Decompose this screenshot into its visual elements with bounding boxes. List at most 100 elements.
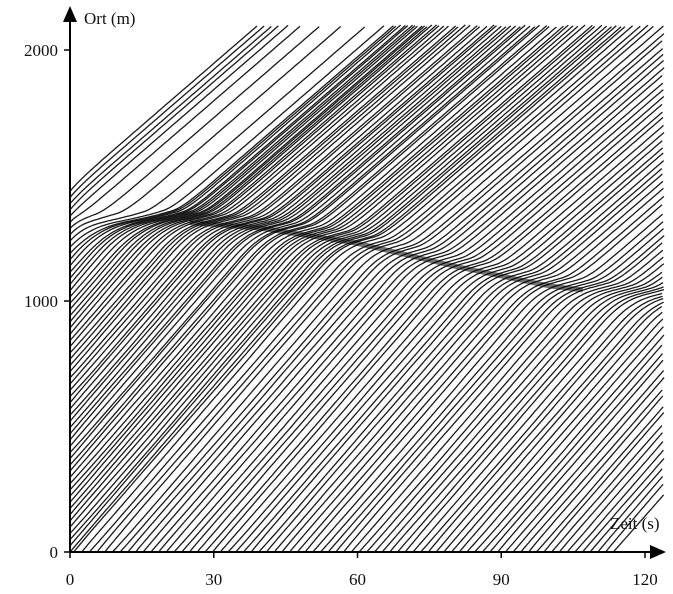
vehicle-trajectory — [69, 25, 409, 279]
vehicle-trajectory — [69, 25, 418, 298]
x-tick-label: 60 — [349, 570, 366, 589]
vehicle-trajectory — [69, 24, 593, 516]
vehicle-trajectory — [69, 25, 265, 198]
vehicle-trajectory — [258, 160, 665, 553]
vehicle-trajectory — [69, 26, 272, 205]
y-axis-label: Ort (m) — [84, 9, 135, 28]
vehicle-trajectory — [551, 425, 663, 553]
vehicle-trajectory — [466, 326, 664, 553]
vehicle-trajectory — [69, 26, 507, 416]
vehicle-trajectory — [69, 24, 289, 217]
vehicle-trajectory — [250, 152, 664, 553]
vehicle-trajectory — [69, 25, 416, 292]
vehicle-trajectory — [165, 75, 663, 553]
x-tick-label: 120 — [632, 570, 658, 589]
vehicle-trajectory — [389, 282, 664, 553]
vehicle-trajectory — [543, 412, 665, 553]
vehicle-trajectory — [404, 288, 665, 553]
vehicle-trajectory — [69, 25, 488, 391]
vehicle-trajectory — [420, 295, 663, 553]
y-tick-label: 1000 — [24, 292, 58, 311]
x-tick-label: 0 — [66, 570, 75, 589]
vehicle-trajectory — [489, 353, 663, 553]
vehicle-trajectory — [497, 359, 664, 553]
vehicle-trajectory — [181, 89, 664, 553]
vehicle-trajectory — [196, 103, 663, 553]
vehicle-trajectory — [69, 26, 459, 360]
x-axis-arrow — [650, 545, 666, 559]
vehicle-trajectory — [612, 494, 665, 553]
vehicle-trajectory — [242, 147, 664, 553]
vehicle-trajectory — [69, 25, 397, 261]
vehicle-trajectory — [69, 25, 426, 310]
jam-front-band — [189, 220, 583, 293]
vehicle-trajectory — [69, 25, 301, 223]
vehicle-trajectory — [69, 25, 279, 211]
vehicle-trajectory — [358, 256, 664, 553]
vehicle-trajectory — [304, 204, 663, 553]
vehicle-trajectory — [69, 26, 366, 242]
vehicle-trajectory — [273, 173, 663, 553]
vehicle-trajectory — [366, 263, 665, 553]
vehicle-trajectory — [235, 140, 663, 553]
vehicle-trajectory — [69, 25, 548, 466]
vehicle-trajectory — [188, 96, 665, 553]
vehicle-trajectory — [69, 25, 564, 485]
vehicle-trajectory — [69, 25, 445, 341]
vehicle-trajectory — [69, 26, 536, 453]
vehicle-trajectory — [227, 132, 665, 553]
vehicle-trajectory — [343, 242, 663, 553]
vehicle-trajectory — [69, 24, 438, 329]
axes — [63, 6, 666, 559]
vehicle-trajectory — [481, 344, 663, 553]
vehicle-trajectory — [582, 457, 665, 553]
vehicle-trajectory — [435, 301, 664, 553]
vehicle-trajectory — [296, 195, 665, 553]
vehicle-trajectory — [69, 26, 481, 385]
vehicle-trajectory — [69, 25, 440, 335]
vehicle-trajectory — [458, 318, 664, 553]
vehicle-trajectory — [219, 124, 664, 553]
axis-ticks: 0 30 60 90 120 0 1000 2000 — [24, 41, 658, 589]
vehicle-trajectory — [520, 389, 663, 553]
y-tick-label: 2000 — [24, 41, 58, 60]
vehicle-trajectory — [350, 249, 664, 553]
vehicle-trajectory — [69, 26, 622, 553]
vehicle-trajectory — [69, 24, 569, 491]
vehicle-trajectory — [381, 276, 663, 553]
vehicle-trajectory — [574, 449, 664, 553]
vehicle-trajectory — [512, 377, 665, 553]
vehicle-trajectory — [204, 111, 663, 553]
vehicle-trajectory — [69, 24, 466, 366]
vehicle-trajectory — [173, 82, 664, 553]
vehicle-trajectory — [69, 24, 586, 509]
vehicle-trajectory — [69, 25, 502, 410]
vehicle-trajectory — [589, 468, 663, 553]
vehicle-trajectory — [397, 286, 664, 553]
trajectory-lines — [69, 24, 665, 553]
vehicle-trajectory — [69, 26, 557, 478]
vehicle-trajectory — [605, 483, 664, 553]
x-tick-label: 90 — [493, 570, 510, 589]
vehicle-trajectory — [69, 24, 541, 460]
vehicle-trajectory — [69, 25, 423, 304]
vehicle-trajectory — [69, 25, 497, 404]
vehicle-trajectory — [150, 60, 665, 553]
vehicle-trajectory — [597, 475, 664, 553]
vehicle-trajectory — [73, 26, 626, 553]
vehicle-trajectory — [69, 26, 550, 472]
vehicle-trajectory — [566, 441, 664, 553]
vehicle-trajectory — [535, 406, 664, 553]
vehicle-trajectory — [69, 25, 258, 192]
vehicle-trajectory — [373, 271, 663, 553]
vehicle-trajectory — [312, 213, 664, 553]
vehicle-trajectory — [69, 25, 531, 447]
vehicle-trajectory — [474, 334, 665, 553]
vehicle-trajectory — [69, 25, 478, 379]
vehicle-trajectory — [558, 432, 663, 553]
x-axis-label: Zeit (s) — [610, 514, 660, 533]
vehicle-trajectory — [69, 25, 512, 422]
vehicle-trajectory — [281, 180, 664, 553]
y-axis-arrow — [63, 6, 77, 22]
vehicle-trajectory — [528, 395, 664, 553]
